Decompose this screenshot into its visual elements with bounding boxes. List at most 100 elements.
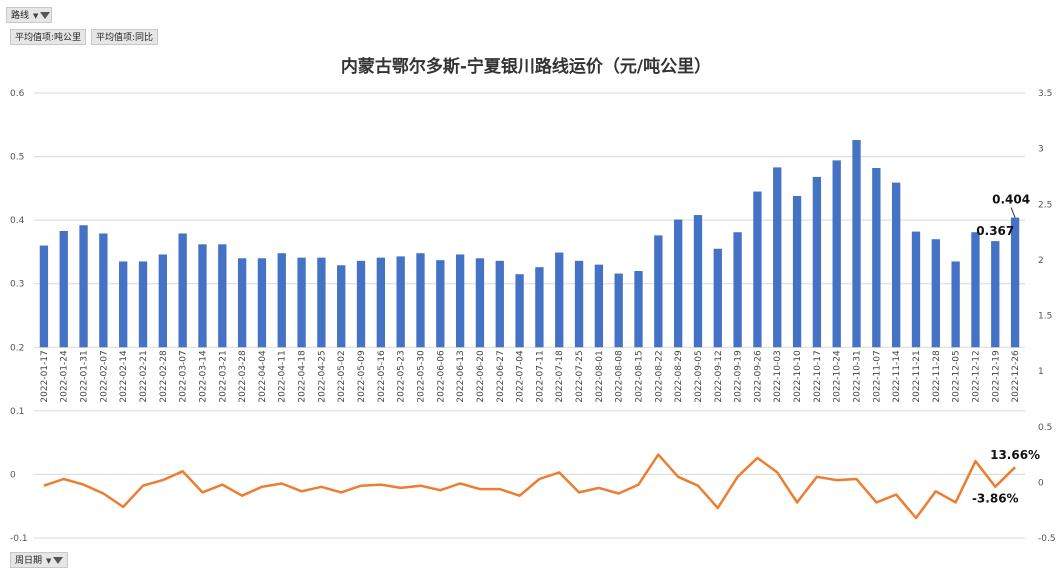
- data-label: 0.404: [992, 193, 1030, 207]
- x-tick-label: 2022-10-31: [853, 350, 863, 402]
- y2-tick-label: 1: [1038, 367, 1044, 377]
- date-filter-button[interactable]: 周日期 ▼: [10, 552, 68, 568]
- bar: [753, 191, 762, 348]
- x-tick-label: 2022-02-21: [139, 350, 149, 402]
- x-tick-label: 2022-05-16: [377, 350, 387, 403]
- bar: [535, 267, 544, 348]
- x-tick-label: 2022-04-04: [258, 350, 268, 403]
- x-tick-label: 2022-10-03: [773, 350, 783, 402]
- y2-tick-label: 2: [1038, 256, 1044, 266]
- value-field-tag-yoy[interactable]: 平均值项:同比: [91, 29, 159, 45]
- bar: [713, 248, 722, 348]
- x-tick-label: 2022-03-14: [198, 350, 208, 403]
- bar: [832, 160, 841, 348]
- x-tick-label: 2022-03-07: [179, 350, 189, 402]
- bar: [277, 253, 286, 348]
- bar: [931, 239, 940, 348]
- x-tick-label: 2022-08-08: [615, 350, 625, 403]
- bar: [812, 176, 822, 348]
- x-tick-label: 2022-02-07: [99, 350, 109, 402]
- bar: [792, 195, 802, 348]
- value-field-label: 平均值项:吨公里: [15, 33, 82, 43]
- bar: [733, 232, 742, 348]
- y-tick-label: 0.2: [10, 343, 24, 353]
- bar: [515, 274, 524, 348]
- route-filter-button[interactable]: 路线 ▼: [6, 7, 52, 23]
- x-tick-label: 2022-01-24: [60, 350, 70, 403]
- bar: [911, 231, 921, 348]
- bar: [1010, 217, 1020, 348]
- dropdown-arrow-icon: ▼: [46, 557, 52, 565]
- x-tick-label: 2022-11-07: [872, 350, 882, 402]
- y2-tick-label: 0.5: [1038, 423, 1052, 433]
- x-tick-label: 2022-05-02: [337, 350, 347, 402]
- x-tick-label: 2022-07-11: [535, 350, 545, 402]
- y-tick-label: 0.4: [10, 216, 25, 226]
- date-filter-label: 周日期: [15, 556, 43, 566]
- x-tick-label: 2022-04-18: [298, 350, 308, 403]
- bar: [376, 257, 386, 348]
- y2-tick-label: 3: [1038, 145, 1044, 155]
- x-tick-label: 2022-08-15: [635, 350, 645, 402]
- bar: [178, 233, 187, 348]
- x-tick-label: 2022-09-19: [734, 350, 744, 403]
- bar: [872, 168, 881, 348]
- bar: [79, 225, 88, 348]
- y2-tick-label: 1.5: [1038, 312, 1052, 322]
- y-tick-label: 0.6: [10, 89, 25, 99]
- y-tick-label: 0.1: [10, 407, 24, 417]
- bar: [257, 258, 267, 348]
- x-tick-label: 2022-08-29: [674, 350, 684, 403]
- line-series: [43, 453, 1016, 520]
- x-tick-label: 2022-05-09: [357, 350, 367, 403]
- y-tick-label: -0.1: [10, 534, 28, 544]
- x-tick-label: 2022-09-12: [714, 350, 724, 402]
- x-tick-label: 2022-04-25: [317, 350, 327, 402]
- bar: [436, 260, 445, 348]
- bar: [991, 241, 1000, 348]
- bar: [138, 261, 148, 348]
- bar: [317, 257, 326, 348]
- bar: [237, 258, 247, 348]
- bar: [158, 254, 167, 348]
- bar: [574, 260, 584, 348]
- bar: [892, 182, 901, 348]
- y2-tick-label: -0.5: [1038, 534, 1056, 544]
- bar: [555, 252, 564, 348]
- value-field-tag-ton-km[interactable]: 平均值项:吨公里: [10, 29, 87, 45]
- bar: [99, 233, 108, 348]
- y2-tick-label: 2.5: [1038, 200, 1052, 210]
- x-tick-label: 2022-06-20: [476, 350, 486, 403]
- x-tick-label: 2022-01-17: [40, 350, 50, 402]
- bar: [673, 219, 683, 348]
- bar-series: [39, 140, 1020, 348]
- x-tick-label: 2022-11-28: [932, 350, 942, 403]
- x-tick-label: 2022-06-06: [436, 350, 446, 403]
- x-tick-label: 2022-07-18: [555, 350, 565, 403]
- x-tick-label: 2022-05-23: [397, 350, 407, 402]
- filter-icon: [40, 12, 51, 19]
- x-tick-label: 2022-07-04: [516, 350, 526, 403]
- y-axis-left: 0.6 0.5 0.4 0.3 0.2 0.1 0 -0.1: [10, 89, 28, 544]
- bar: [455, 254, 465, 348]
- x-tick-label: 2022-02-28: [159, 350, 169, 403]
- data-label: -3.86%: [972, 492, 1019, 506]
- x-tick-label: 2022-12-26: [1011, 350, 1021, 403]
- bar: [693, 215, 703, 348]
- x-tick-label: 2022-08-22: [654, 350, 664, 402]
- data-labels: 0.367 0.404 13.66% -3.86%: [972, 193, 1040, 506]
- x-tick-label: 2022-08-01: [595, 350, 605, 402]
- x-tick-label: 2022-11-21: [912, 350, 922, 402]
- y-axis-right: 3.5 3 2.5 2 1.5 1 0.5 0 -0.5: [1038, 89, 1056, 544]
- x-tick-label: 2022-07-25: [575, 350, 585, 402]
- bar: [495, 260, 504, 348]
- bar: [39, 245, 49, 348]
- bar: [594, 264, 604, 348]
- chart-title: 内蒙古鄂尔多斯-宁夏银川路线运价（元/吨公里）: [341, 56, 711, 77]
- x-tick-label: 2022-12-05: [952, 350, 962, 402]
- bar: [337, 265, 346, 348]
- bar: [475, 258, 485, 348]
- bar: [396, 256, 405, 348]
- filter-icon: [53, 557, 64, 564]
